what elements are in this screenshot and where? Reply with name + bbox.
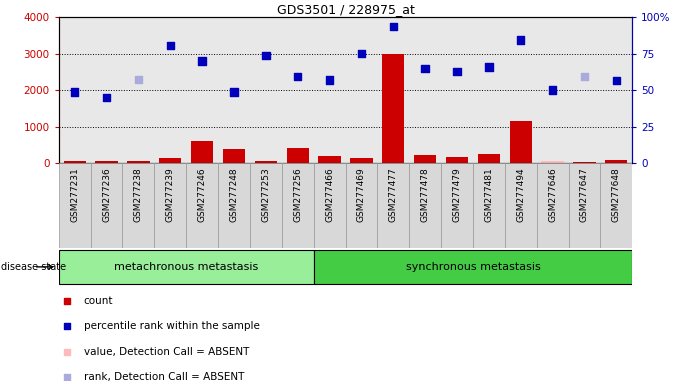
Text: synchronous metastasis: synchronous metastasis bbox=[406, 262, 540, 272]
Bar bbox=[414, 155, 436, 163]
Point bbox=[164, 43, 176, 49]
Text: GSM277236: GSM277236 bbox=[102, 167, 111, 222]
Bar bbox=[59, 250, 314, 284]
Bar bbox=[377, 163, 409, 248]
Point bbox=[419, 65, 430, 71]
Text: GSM277648: GSM277648 bbox=[612, 167, 621, 222]
Text: metachronous metastasis: metachronous metastasis bbox=[114, 262, 258, 272]
Bar bbox=[91, 163, 122, 248]
Bar bbox=[477, 154, 500, 163]
Text: GSM277646: GSM277646 bbox=[548, 167, 557, 222]
Bar bbox=[282, 163, 314, 248]
Bar bbox=[509, 121, 532, 163]
Bar bbox=[250, 163, 282, 248]
Bar bbox=[59, 163, 91, 248]
Point bbox=[292, 74, 303, 80]
Point bbox=[61, 298, 73, 304]
Point bbox=[483, 64, 494, 70]
Text: GSM277494: GSM277494 bbox=[516, 167, 525, 222]
Bar bbox=[473, 163, 505, 248]
Text: value, Detection Call = ABSENT: value, Detection Call = ABSENT bbox=[84, 347, 249, 357]
Point bbox=[101, 94, 112, 101]
Point bbox=[196, 58, 207, 64]
Bar bbox=[605, 160, 627, 163]
Point bbox=[579, 74, 590, 80]
Bar bbox=[127, 161, 149, 163]
Point bbox=[61, 374, 73, 381]
Bar bbox=[319, 156, 341, 163]
Text: GSM277253: GSM277253 bbox=[261, 167, 270, 222]
Point bbox=[261, 53, 272, 59]
Bar bbox=[287, 147, 309, 163]
Point bbox=[451, 68, 462, 74]
Text: GSM277466: GSM277466 bbox=[325, 167, 334, 222]
Text: GSM277239: GSM277239 bbox=[166, 167, 175, 222]
Bar bbox=[223, 149, 245, 163]
Bar bbox=[537, 163, 569, 248]
Bar bbox=[218, 163, 250, 248]
Bar bbox=[409, 163, 441, 248]
Text: GSM277246: GSM277246 bbox=[198, 167, 207, 222]
Bar bbox=[314, 163, 346, 248]
Bar bbox=[441, 163, 473, 248]
Text: GSM277478: GSM277478 bbox=[421, 167, 430, 222]
Bar bbox=[446, 157, 468, 163]
Text: count: count bbox=[84, 296, 113, 306]
Text: disease state: disease state bbox=[1, 262, 66, 272]
Bar bbox=[154, 163, 186, 248]
Text: GSM277238: GSM277238 bbox=[134, 167, 143, 222]
Point bbox=[229, 89, 240, 95]
Text: GSM277477: GSM277477 bbox=[389, 167, 398, 222]
Bar bbox=[314, 250, 632, 284]
Text: GSM277256: GSM277256 bbox=[293, 167, 302, 222]
Point bbox=[61, 323, 73, 329]
Bar bbox=[122, 163, 154, 248]
Bar bbox=[542, 161, 564, 163]
Point bbox=[547, 87, 558, 93]
Point bbox=[611, 77, 622, 83]
Text: rank, Detection Call = ABSENT: rank, Detection Call = ABSENT bbox=[84, 372, 244, 382]
Text: GSM277469: GSM277469 bbox=[357, 167, 366, 222]
Bar bbox=[186, 163, 218, 248]
Point bbox=[69, 89, 80, 95]
Text: percentile rank within the sample: percentile rank within the sample bbox=[84, 321, 260, 331]
Text: GSM277248: GSM277248 bbox=[229, 167, 238, 222]
Point bbox=[356, 51, 367, 57]
Title: GDS3501 / 228975_at: GDS3501 / 228975_at bbox=[276, 3, 415, 16]
Point bbox=[61, 349, 73, 355]
Bar bbox=[255, 161, 277, 163]
Point bbox=[133, 76, 144, 83]
Bar bbox=[346, 163, 377, 248]
Text: GSM277479: GSM277479 bbox=[453, 167, 462, 222]
Bar bbox=[64, 161, 86, 163]
Point bbox=[388, 23, 399, 30]
Bar bbox=[505, 163, 537, 248]
Bar bbox=[574, 162, 596, 163]
Bar bbox=[191, 141, 214, 163]
Bar bbox=[382, 54, 404, 163]
Point bbox=[324, 77, 335, 83]
Bar bbox=[350, 159, 372, 163]
Bar bbox=[159, 159, 182, 163]
Point bbox=[515, 37, 527, 43]
Bar bbox=[95, 161, 117, 163]
Bar bbox=[600, 163, 632, 248]
Text: GSM277647: GSM277647 bbox=[580, 167, 589, 222]
Bar bbox=[569, 163, 600, 248]
Text: GSM277231: GSM277231 bbox=[70, 167, 79, 222]
Text: GSM277481: GSM277481 bbox=[484, 167, 493, 222]
